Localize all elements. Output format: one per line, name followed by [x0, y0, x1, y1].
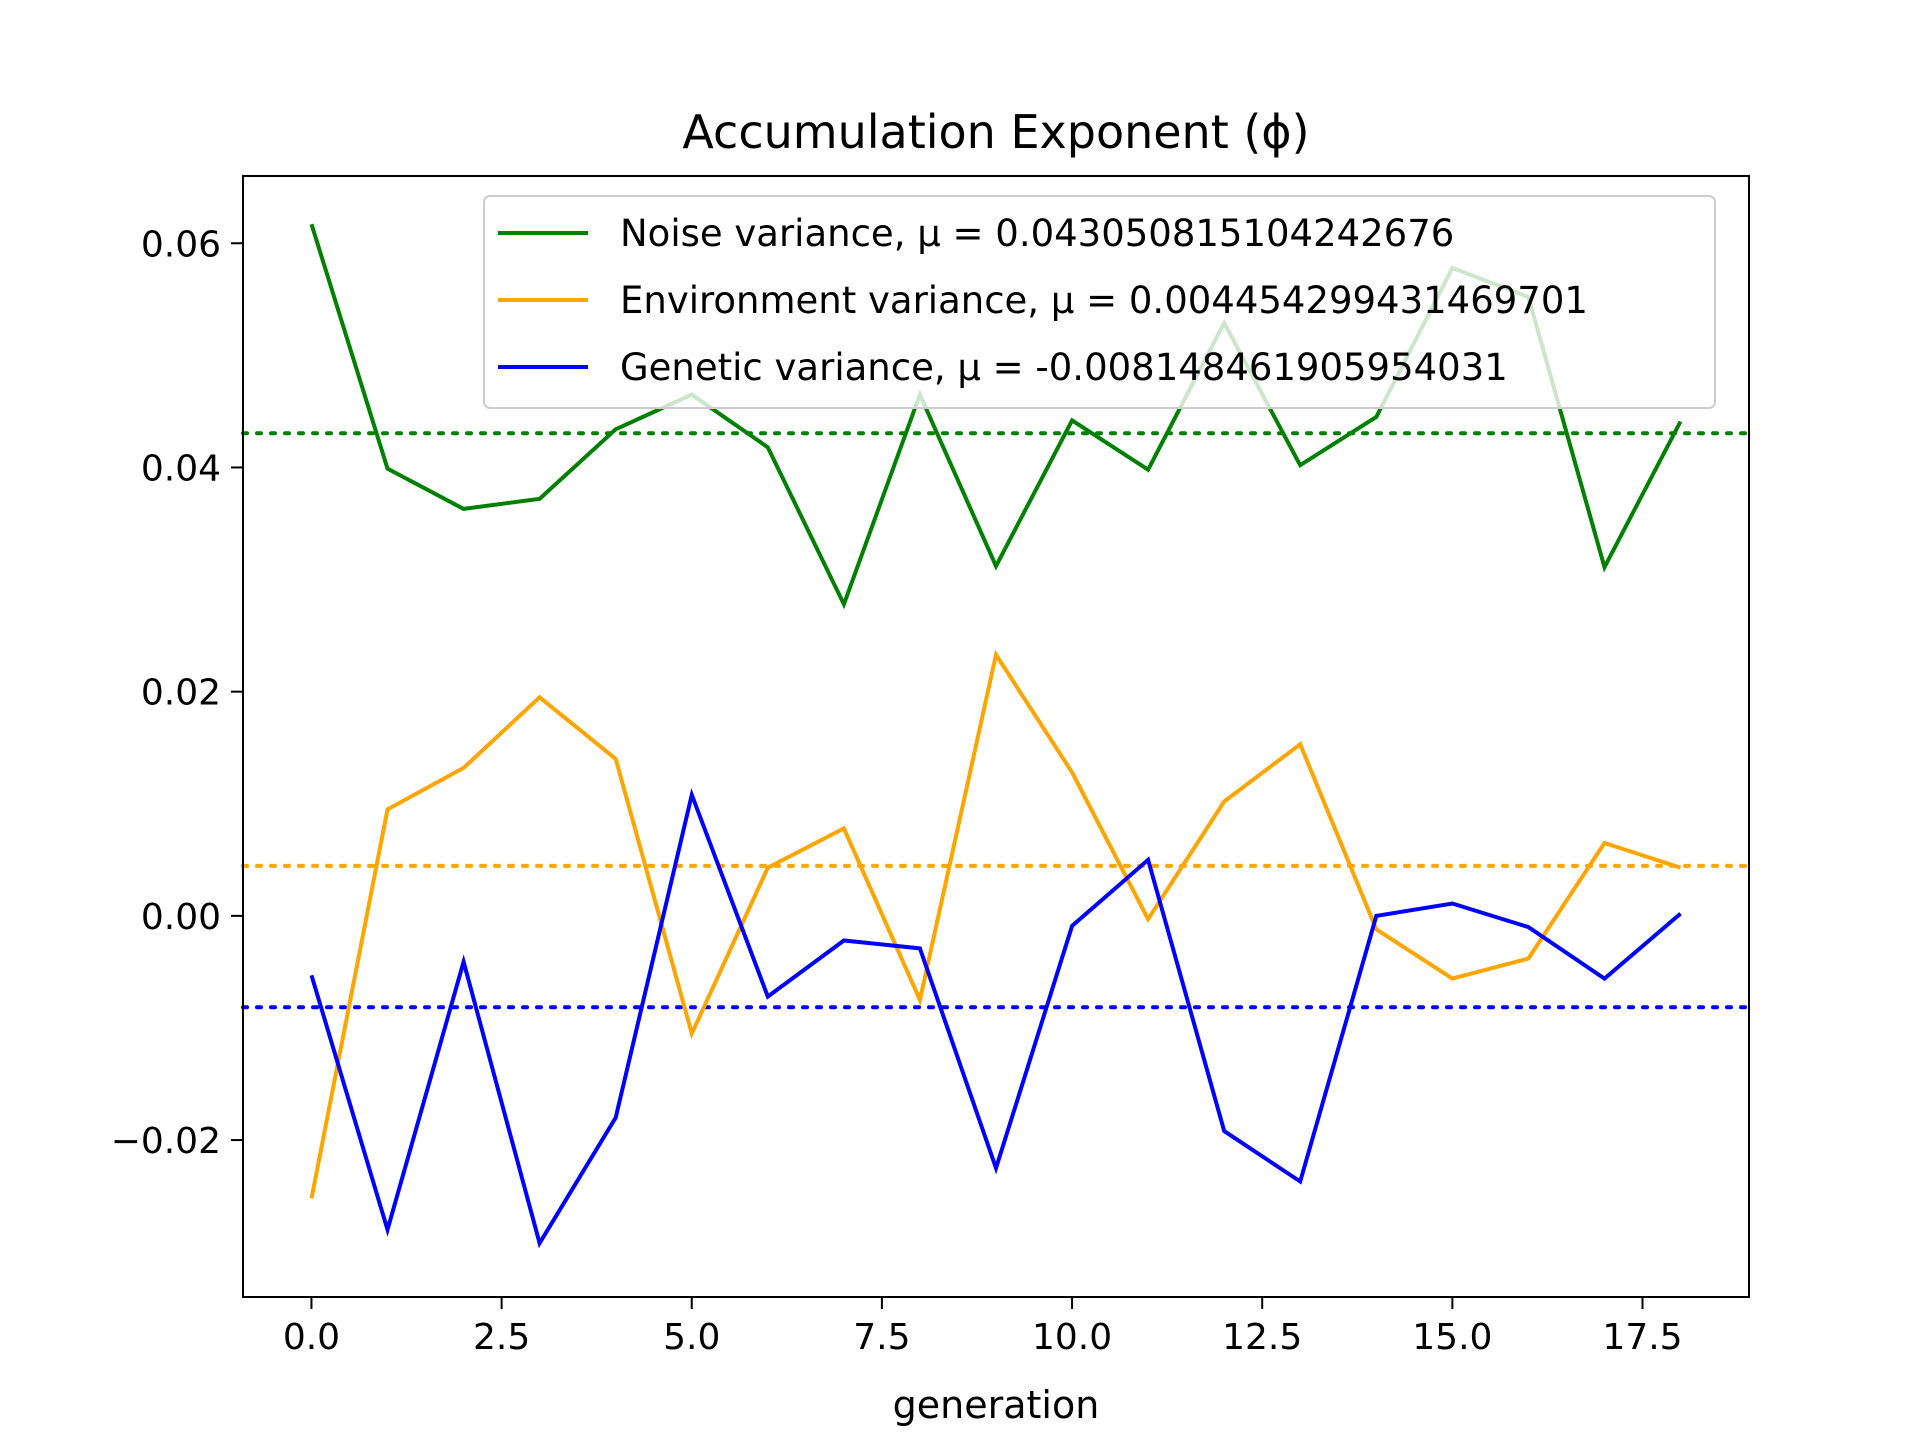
x-tick-label: 5.0 — [663, 1317, 720, 1358]
x-tick-label: 15.0 — [1412, 1317, 1492, 1358]
y-tick-label: 0.02 — [141, 673, 221, 714]
x-tick-label: 0.0 — [283, 1317, 340, 1358]
series-line-2 — [309, 649, 1682, 1199]
legend-label-2: Environment variance, μ = 0.004454299431… — [620, 279, 1588, 322]
series-line-3 — [309, 787, 1682, 1249]
plot-area-frame — [242, 175, 1750, 1298]
x-tick-label: 7.5 — [853, 1317, 910, 1358]
chart-title: Accumulation Exponent (ϕ) — [682, 105, 1309, 159]
legend-box — [483, 195, 1716, 409]
y-tick-label: −0.02 — [111, 1121, 221, 1162]
y-tick-label: 0.04 — [141, 448, 221, 489]
x-tick-label: 12.5 — [1222, 1317, 1302, 1358]
legend-label-1: Noise variance, μ = 0.043050815104242676 — [620, 212, 1454, 255]
x-tick-label: 2.5 — [473, 1317, 530, 1358]
x-tick-label: 17.5 — [1602, 1317, 1682, 1358]
x-tick-label: 10.0 — [1032, 1317, 1112, 1358]
y-tick-label: 0.00 — [141, 897, 221, 938]
legend-label-3: Genetic variance, μ = -0.008148461905954… — [620, 346, 1508, 389]
x-axis-label: generation — [893, 1383, 1100, 1427]
legend: Noise variance, μ = 0.043050815104242676… — [483, 195, 1716, 409]
y-tick-label: 0.06 — [141, 224, 221, 265]
